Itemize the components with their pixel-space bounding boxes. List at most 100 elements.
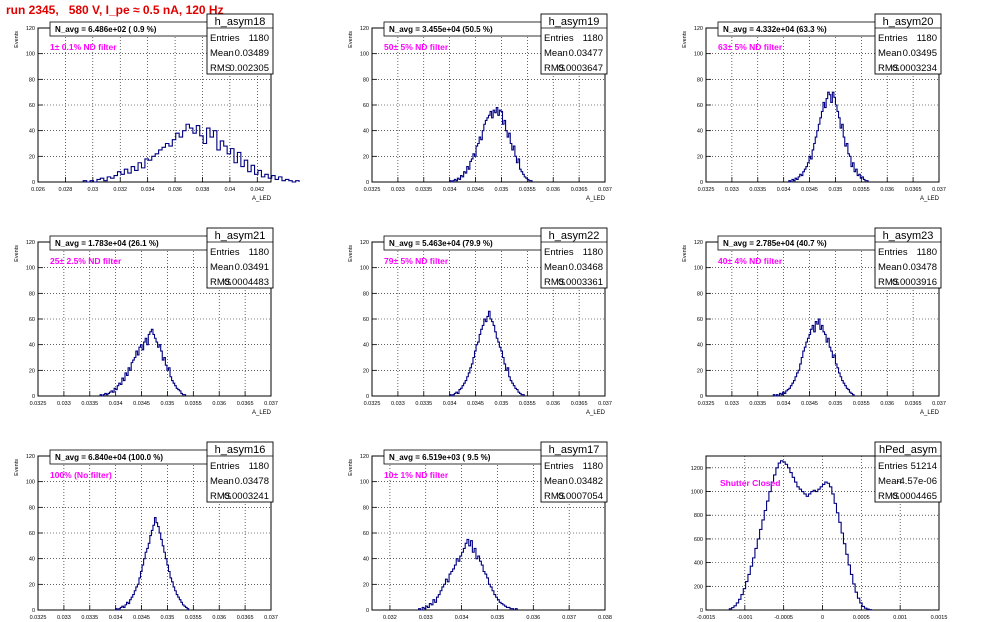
x-tick-label: 0.035 — [829, 187, 843, 193]
x-tick-label: 0.042 — [250, 187, 264, 193]
stats-label: RMS — [210, 277, 231, 288]
stats-box — [540, 227, 608, 289]
x-tick-label: 0.001 — [893, 615, 907, 621]
y-tick-label: 0 — [700, 608, 703, 614]
x-tick-label: 0.037 — [598, 401, 612, 407]
histogram-name: h_asym18 — [215, 16, 266, 28]
x-tick-label: 0.036 — [546, 401, 560, 407]
x-tick-label: 0.0345 — [133, 615, 150, 621]
x-tick-label: 0.0325 — [698, 187, 715, 193]
y-tick-label: 40 — [697, 129, 703, 135]
x-tick-label: -0.0015 — [697, 615, 716, 621]
y-axis-label: Events — [348, 245, 354, 262]
x-tick-label: 0.037 — [932, 401, 946, 407]
y-tick-label: 20 — [29, 582, 35, 588]
x-tick-label: 0.033 — [419, 615, 433, 621]
stats-value-mean: 0.03477 — [569, 48, 603, 59]
histogram-title: N_avg = 6.519e+03 ( 9.5 %) — [389, 453, 491, 462]
x-tick-label: 0.034 — [777, 187, 791, 193]
y-tick-label: 80 — [697, 291, 703, 297]
y-tick-label: 40 — [29, 343, 35, 349]
x-tick-label: 0.036 — [168, 187, 182, 193]
x-tick-label: -0.001 — [737, 615, 753, 621]
histogram-title: N_avg = 4.332e+04 (63.3 %) — [723, 25, 827, 34]
x-tick-label: 0.037 — [562, 615, 576, 621]
histogram-title: N_avg = 5.463e+04 (79.9 %) — [389, 239, 493, 248]
x-axis-label: A_LED — [586, 410, 606, 416]
stats-value-mean: 0.03489 — [235, 48, 269, 59]
stats-value-rms: 0.0004465 — [892, 491, 937, 502]
x-axis-label: A_LED — [586, 196, 606, 202]
y-axis-label: Events — [14, 31, 20, 48]
x-tick-label: 0.0335 — [749, 401, 766, 407]
y-tick-label: 60 — [29, 317, 35, 323]
x-tick-label: 0.035 — [495, 187, 509, 193]
stats-value-entries: 1180 — [249, 247, 269, 258]
stats-label: Entries — [544, 247, 574, 258]
stats-value-entries: 1180 — [583, 33, 603, 44]
x-axis-label: A_LED — [252, 196, 272, 202]
stats-value-entries: 1180 — [583, 247, 603, 258]
stats-value-mean: 0.03478 — [235, 476, 269, 487]
x-tick-label: 0.0365 — [905, 187, 922, 193]
x-tick-label: 0.0345 — [133, 401, 150, 407]
x-tick-label: 0 — [821, 615, 824, 621]
y-tick-label: 20 — [29, 154, 35, 160]
x-tick-label: 0.0355 — [853, 401, 870, 407]
histogram-name: h_asym21 — [215, 230, 266, 242]
histogram-panel-h_asym21: 0.0325 0.033 0.0335 0.034 0.0345 0.035 0.0355 0… — [14, 227, 278, 416]
x-tick-label: 0.035 — [495, 401, 509, 407]
histogram-name: hPed_asym — [879, 444, 937, 456]
stats-value-mean: 0.03482 — [569, 476, 603, 487]
y-tick-label: 100 — [360, 266, 369, 272]
x-tick-label: 0.037 — [932, 187, 946, 193]
histogram-name: h_asym16 — [215, 444, 266, 456]
stats-label: Mean — [878, 262, 902, 273]
x-tick-label: 0.032 — [383, 615, 397, 621]
y-tick-label: 400 — [694, 561, 703, 567]
y-axis-label: Events — [14, 459, 20, 476]
histogram-title: N_avg = 3.455e+04 (50.5 %) — [389, 25, 493, 34]
x-tick-label: 0.0335 — [81, 401, 98, 407]
histogram-line — [772, 318, 855, 397]
stats-value-rms: 0.002305 — [229, 63, 269, 74]
y-tick-label: 60 — [29, 103, 35, 109]
x-tick-label: 0.0005 — [853, 615, 870, 621]
histogram-panel-h_asym23: 0.0325 0.033 0.0335 0.034 0.0345 0.035 0.0355 0… — [682, 227, 946, 416]
y-tick-label: 60 — [363, 103, 369, 109]
stats-label: Entries — [544, 33, 574, 44]
y-tick-label: 20 — [363, 154, 369, 160]
x-tick-label: 0.034 — [777, 401, 791, 407]
stats-box — [874, 227, 942, 289]
x-tick-label: 0.033 — [57, 615, 71, 621]
x-tick-label: 0.0325 — [364, 401, 381, 407]
histogram-title: N_avg = 1.783e+04 (26.1 %) — [55, 239, 159, 248]
y-tick-label: 0 — [366, 180, 369, 186]
y-tick-label: 0 — [366, 608, 369, 614]
y-tick-label: 100 — [694, 52, 703, 58]
stats-value-entries: 1180 — [583, 461, 603, 472]
y-tick-label: 60 — [363, 317, 369, 323]
x-tick-label: 0.034 — [443, 401, 457, 407]
stats-value-mean: 0.03491 — [235, 262, 269, 273]
stats-label: RMS — [544, 63, 565, 74]
x-tick-label: 0.0325 — [698, 401, 715, 407]
y-tick-label: 40 — [697, 343, 703, 349]
stats-label: Entries — [210, 461, 240, 472]
y-tick-label: 120 — [26, 26, 35, 32]
plot-frame — [705, 455, 940, 611]
y-tick-label: 1200 — [691, 466, 703, 472]
stats-label: RMS — [544, 277, 565, 288]
stats-box — [206, 227, 274, 289]
y-tick-label: 100 — [360, 480, 369, 486]
histogram-panel-h_asym18: 0.026 0.028 0.03 0.032 0.034 0.036 0.038 0.04 0.… — [14, 13, 300, 202]
stats-box — [874, 13, 942, 75]
histogram-name: h_asym23 — [883, 230, 934, 242]
filter-annotation: 50± 5% ND filter — [384, 42, 449, 52]
histogram-panel-h_asym19: 0.0325 0.033 0.0335 0.034 0.0345 0.035 0.0355 0… — [348, 13, 612, 202]
stats-value-entries: 1180 — [917, 33, 937, 44]
y-tick-label: 40 — [29, 557, 35, 563]
stats-label: Mean — [210, 48, 234, 59]
x-tick-label: 0.0345 — [801, 187, 818, 193]
